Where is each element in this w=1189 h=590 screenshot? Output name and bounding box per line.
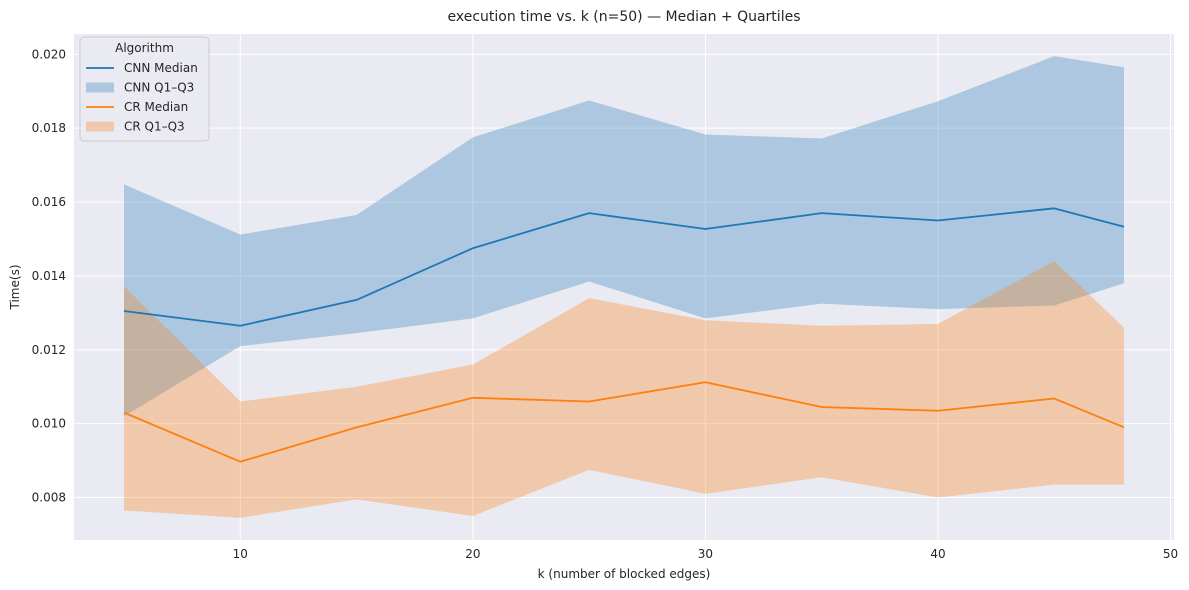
x-tick-label: 30 (698, 547, 713, 561)
legend-label: CR Median (124, 100, 188, 114)
plot-background (74, 34, 1174, 540)
legend-swatch-band (86, 121, 114, 132)
y-tick-label: 0.018 (32, 121, 66, 135)
legend-title: Algorithm (115, 41, 174, 55)
legend-label: CNN Median (124, 61, 198, 75)
median-lines (123, 207, 1125, 463)
legend: Algorithm CNN Median CNN Q1–Q3 CR Median CR… (79, 36, 210, 142)
x-tick-label: 10 (233, 547, 248, 561)
chart-title: execution time vs. k (n=50) — Median + Q… (448, 9, 801, 25)
band-cnn-q1-q3 (124, 56, 1124, 417)
x-tick-label: 40 (930, 547, 945, 561)
y-tick-label: 0.012 (32, 343, 66, 357)
y-tick-label: 0.010 (32, 417, 66, 431)
y-axis-ticks: 0.008 0.010 0.012 0.014 0.016 0.018 0.020 (32, 47, 66, 504)
legend-entries: CNN Median CNN Q1–Q3 CR Median CR Q1–Q3 (86, 61, 198, 134)
x-axis-ticks: 10 20 30 40 50 (233, 547, 1179, 561)
legend-box (79, 36, 210, 142)
x-axis-label: k (number of blocked edges) (538, 567, 711, 581)
legend-swatch-band (86, 82, 114, 93)
y-tick-label: 0.014 (32, 269, 66, 283)
y-tick-label: 0.008 (32, 491, 66, 505)
y-axis-label: Time(s) (8, 265, 22, 311)
legend-label: CNN Q1–Q3 (124, 81, 194, 95)
y-tick-label: 0.016 (32, 195, 66, 209)
band-cr-q1-q3 (124, 261, 1124, 518)
quartile-bands (124, 56, 1124, 518)
legend-label: CR Q1–Q3 (124, 120, 185, 134)
line-cr-median (123, 381, 1125, 463)
grid (74, 34, 1174, 540)
line-cnn-median (123, 207, 1125, 327)
y-tick-label: 0.020 (32, 47, 66, 61)
x-tick-label: 20 (465, 547, 480, 561)
x-tick-label: 50 (1163, 547, 1178, 561)
